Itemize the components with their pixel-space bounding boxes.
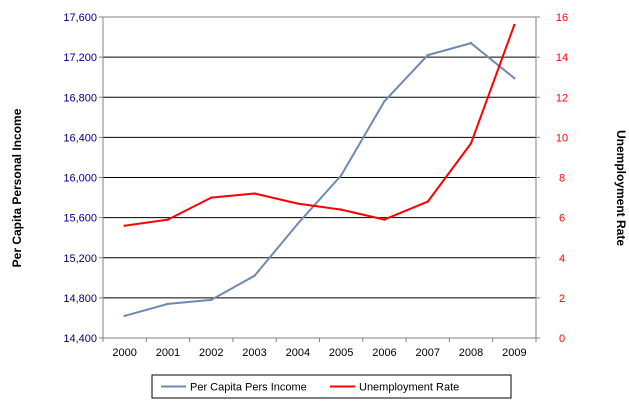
unemployment-data-point [253,192,256,195]
right-tick-label: 8 [559,173,565,185]
right-axis-ticks: 0 2 4 6 8 10 12 14 16 [536,12,568,345]
x-tick-label: 2006 [372,347,396,359]
left-tick-label: 14,800 [63,293,97,305]
left-tick-label: 16,400 [63,132,97,144]
left-tick-label: 15,200 [63,253,97,265]
right-tick-label: 6 [559,213,565,225]
unemployment-data-point [123,224,126,227]
income-data-point [339,174,343,177]
unemployment-data-point [469,142,473,145]
left-tick-label: 17,200 [63,52,97,64]
legend: Per Capita Pers Income Unemployment Rate [151,374,512,399]
left-tick-label: 15,600 [63,213,97,225]
gridlines [103,16,536,339]
right-tick-label: 4 [559,253,565,265]
right-tick-label: 16 [556,12,568,24]
income-series-line [124,42,515,317]
left-tick-label: 14,400 [63,333,97,345]
x-tick-label: 2007 [416,347,440,359]
unemployment-data-point [210,196,213,199]
income-data-point [210,298,213,302]
income-data-point [426,53,429,57]
x-tick-label: 2008 [459,347,483,359]
income-data-point [166,302,170,306]
left-tick-label: 16,000 [63,173,97,185]
left-axis-title: Per Capita Personal Income [10,108,24,267]
x-tick-label: 2004 [286,347,310,359]
x-tick-label: 2003 [242,347,266,359]
unemployment-data-point [383,218,386,221]
series-layer [123,23,516,318]
income-legend-label: Per Capita Pers Income [190,382,307,394]
income-data-point [469,41,473,45]
x-tick-label: 2000 [112,347,136,359]
right-axis-title: Unemployment Rate [614,130,628,246]
income-data-point [123,314,126,318]
x-tick-label: 2005 [329,347,353,359]
unemployment-data-point [426,200,429,203]
income-data-point [296,222,300,225]
income-data-point [383,100,386,103]
left-axis-ticks: 14,400 14,800 15,200 15,600 16,000 16,400 16,8… [63,12,103,345]
x-tick-label: 2001 [156,347,180,359]
x-tick-label: 2009 [502,347,526,359]
left-tick-label: 16,800 [63,92,97,104]
income-data-point [513,76,516,80]
x-axis-ticks: 2000 2001 2002 2003 2004 2005 2006 2007 2008 2009 [102,338,537,359]
unemployment-data-point [513,23,516,27]
left-tick-label: 17,600 [63,12,97,24]
unemployment-data-point [296,202,300,205]
income-data-point [253,274,256,278]
unemployment-data-point [166,218,170,221]
right-tick-label: 0 [559,333,565,345]
right-tick-label: 2 [559,293,565,305]
right-tick-label: 12 [556,92,568,104]
x-tick-label: 2002 [199,347,223,359]
unemployment-data-point [339,208,343,211]
unemployment-legend-label: Unemployment Rate [359,382,459,394]
unemployment-series-line [124,24,516,227]
right-tick-label: 10 [556,132,568,144]
right-tick-label: 14 [556,52,568,64]
